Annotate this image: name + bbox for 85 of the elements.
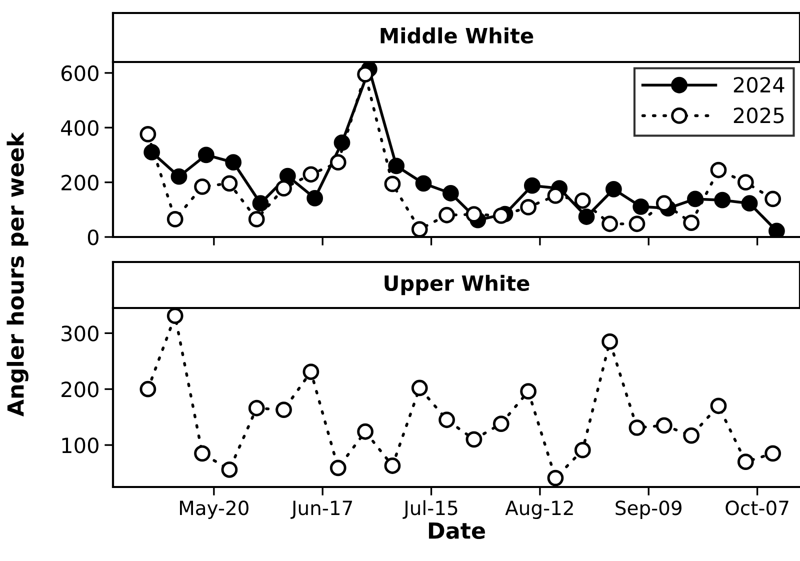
point bbox=[357, 66, 374, 82]
point bbox=[225, 154, 242, 171]
point bbox=[144, 144, 160, 160]
point bbox=[466, 431, 482, 448]
y-tick-label: 600 bbox=[61, 65, 98, 82]
point bbox=[602, 333, 618, 350]
point bbox=[388, 158, 405, 174]
point bbox=[547, 188, 564, 204]
point bbox=[302, 364, 320, 380]
point bbox=[438, 206, 455, 224]
point bbox=[438, 412, 455, 428]
point bbox=[252, 195, 269, 212]
point bbox=[330, 154, 346, 171]
x-tick-label: May-20 bbox=[180, 500, 248, 520]
y-tick-label: 300 bbox=[62, 326, 98, 342]
x-axis-title: Date bbox=[428, 522, 485, 539]
point bbox=[466, 206, 482, 222]
point bbox=[194, 178, 210, 195]
point bbox=[628, 216, 646, 232]
point bbox=[524, 177, 540, 194]
point bbox=[574, 192, 591, 209]
point bbox=[710, 398, 727, 414]
point bbox=[198, 146, 214, 164]
point bbox=[221, 461, 238, 478]
y-tick-label: 100 bbox=[62, 438, 98, 454]
chart-title: Upper White bbox=[384, 274, 530, 296]
legend-label: 2024 bbox=[734, 76, 784, 93]
point bbox=[737, 174, 754, 191]
point bbox=[656, 195, 672, 212]
point bbox=[741, 195, 758, 212]
point bbox=[330, 460, 346, 476]
y-tick-label: 0 bbox=[88, 229, 98, 246]
point bbox=[221, 175, 238, 192]
point bbox=[384, 458, 401, 474]
point bbox=[166, 308, 184, 324]
point bbox=[628, 420, 646, 436]
y-tick-label: 200 bbox=[62, 382, 98, 398]
point bbox=[764, 190, 782, 208]
point bbox=[710, 162, 727, 178]
x-tick-label: Oct-07 bbox=[726, 500, 788, 516]
point bbox=[248, 400, 265, 416]
point bbox=[768, 222, 785, 237]
point bbox=[687, 190, 704, 208]
point bbox=[302, 166, 320, 183]
x-tick-label: Sep-09 bbox=[616, 500, 682, 520]
point bbox=[520, 199, 536, 216]
point bbox=[415, 175, 432, 192]
point bbox=[656, 417, 672, 434]
x-tick-label: Jul-15 bbox=[402, 500, 458, 519]
point bbox=[520, 383, 536, 400]
point bbox=[279, 168, 296, 184]
point bbox=[357, 423, 374, 440]
chart-title: Middle White bbox=[380, 27, 534, 44]
point bbox=[737, 454, 754, 470]
legend-label: 2025 bbox=[734, 108, 784, 124]
point bbox=[574, 442, 591, 458]
point bbox=[683, 427, 700, 444]
point bbox=[442, 185, 459, 202]
point bbox=[547, 470, 564, 486]
point bbox=[411, 221, 428, 237]
x-tick-label: Jun-17 bbox=[290, 500, 352, 519]
y-axis-title: Angler hours per week bbox=[6, 132, 28, 417]
point bbox=[683, 214, 700, 231]
point bbox=[632, 198, 650, 215]
y-tick-label: 200 bbox=[62, 174, 98, 191]
point bbox=[306, 190, 324, 206]
point bbox=[194, 445, 210, 462]
point bbox=[166, 211, 184, 228]
point bbox=[578, 208, 595, 225]
point bbox=[411, 380, 428, 396]
point bbox=[764, 445, 782, 462]
y-tick-label: 400 bbox=[61, 120, 98, 136]
point bbox=[606, 180, 622, 198]
point bbox=[276, 402, 292, 418]
point bbox=[384, 176, 401, 192]
point bbox=[602, 216, 618, 232]
point bbox=[276, 180, 292, 197]
point bbox=[714, 192, 731, 208]
point bbox=[140, 126, 156, 142]
point bbox=[140, 380, 156, 398]
point bbox=[334, 134, 350, 151]
point bbox=[248, 211, 265, 228]
point bbox=[492, 416, 510, 432]
point bbox=[170, 168, 188, 185]
x-tick-label: Aug-12 bbox=[505, 500, 573, 520]
